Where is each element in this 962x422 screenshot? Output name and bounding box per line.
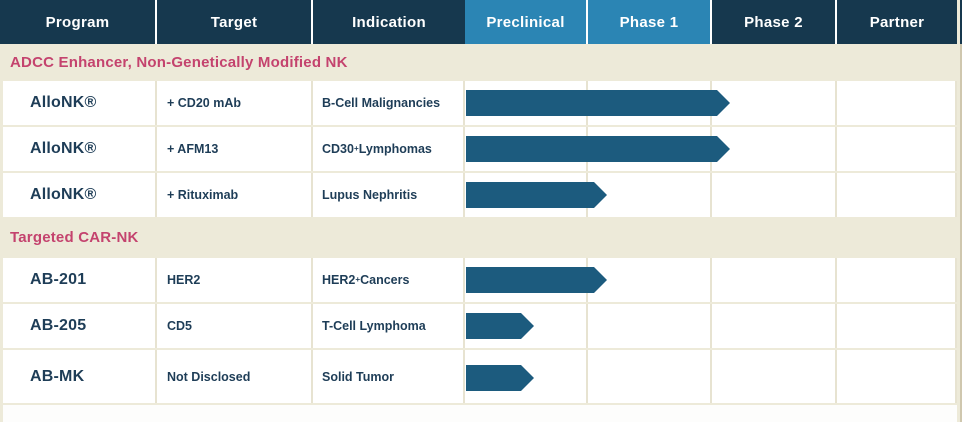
target-name: Not Disclosed	[167, 369, 251, 384]
section-title-text: ADCC Enhancer, Non-Genetically Modified …	[10, 54, 348, 71]
target-cell: CD5	[157, 304, 313, 348]
indication-cell: T-Cell Lymphoma	[313, 304, 465, 348]
program-name: AlloNK®	[30, 186, 97, 203]
target-cell: Not Disclosed	[157, 350, 313, 403]
stage-cell-phase-2	[712, 304, 837, 348]
pipeline-row-allonk-rituximab: AlloNK® + Rituximab Lupus Nephritis	[0, 173, 962, 217]
indication-cell: Lupus Nephritis	[313, 173, 465, 217]
stage-cell-phase-1	[588, 350, 712, 403]
progress-arrow	[466, 182, 607, 208]
target-name: CD5	[167, 319, 193, 333]
right-edge-header-sliver	[960, 0, 962, 44]
program-cell: AB-201	[3, 258, 157, 302]
progress-arrow	[466, 365, 534, 391]
stage-cell-phase-2	[712, 350, 837, 403]
pipeline-row-allonk-cd20: AlloNK® + CD20 mAb B-Cell Malignancies	[0, 81, 962, 125]
table-header-row: Program Target Indication Preclinical Ph…	[0, 0, 962, 44]
stage-cell-phase-2	[712, 173, 837, 217]
program-name: AlloNK®	[30, 94, 97, 111]
stage-cell-phase-2	[712, 258, 837, 302]
program-cell: AlloNK®	[3, 81, 157, 125]
table-footer-strip	[3, 405, 957, 422]
indication-cell: Solid Tumor	[313, 350, 465, 403]
pipeline-row-ab-mk: AB-MK Not Disclosed Solid Tumor	[0, 350, 962, 403]
column-header-phase-2: Phase 2	[712, 0, 837, 44]
section-title-targeted-car-nk: Targeted CAR-NK	[0, 217, 962, 258]
stage-cell-phase-2	[712, 127, 837, 171]
target-name: + AFM13	[167, 142, 219, 156]
indication-cell: B-Cell Malignancies	[313, 81, 465, 125]
indication-cell: CD30 + Lymphomas	[313, 127, 465, 171]
target-name: HER2	[167, 273, 201, 287]
stage-cell-partner	[837, 173, 957, 217]
program-cell: AB-205	[3, 304, 157, 348]
stage-cell-partner	[837, 304, 957, 348]
target-cell: + AFM13	[157, 127, 313, 171]
stage-cell-partner	[837, 350, 957, 403]
section-title-text: Targeted CAR-NK	[10, 229, 139, 246]
indication-name: T-Cell Lymphoma	[322, 319, 426, 333]
target-cell: HER2	[157, 258, 313, 302]
indication-name: Solid Tumor	[322, 369, 394, 384]
stage-cell-phase-1	[588, 258, 712, 302]
program-name: AB-205	[30, 317, 87, 334]
target-name: + Rituximab	[167, 188, 239, 202]
column-header-phase-1: Phase 1	[588, 0, 712, 44]
program-name: AB-201	[30, 271, 87, 288]
column-header-indication: Indication	[313, 0, 465, 44]
program-cell: AB-MK	[3, 350, 157, 403]
stage-cell-partner	[837, 258, 957, 302]
program-name: AlloNK®	[30, 140, 97, 157]
stage-cell-phase-1	[588, 304, 712, 348]
column-header-preclinical: Preclinical	[465, 0, 588, 44]
stage-cell-phase-2	[712, 81, 837, 125]
stage-cell-partner	[837, 81, 957, 125]
program-cell: AlloNK®	[3, 127, 157, 171]
target-name: + CD20 mAb	[167, 96, 241, 110]
progress-arrow	[466, 90, 730, 116]
column-header-program: Program	[0, 0, 157, 44]
indication-name: B-Cell Malignancies	[322, 96, 441, 110]
program-cell: AlloNK®	[3, 173, 157, 217]
indication-name: Lupus Nephritis	[322, 188, 418, 202]
target-cell: + CD20 mAb	[157, 81, 313, 125]
stage-cell-phase-1	[588, 173, 712, 217]
progress-arrow	[466, 267, 607, 293]
program-name: AB-MK	[30, 367, 85, 385]
right-edge-line	[960, 44, 962, 422]
indication-cell: HER2 + Cancers	[313, 258, 465, 302]
column-header-partner: Partner	[837, 0, 957, 44]
progress-arrow	[466, 313, 534, 339]
indication-name: HER2	[322, 273, 356, 287]
pipeline-row-allonk-afm13: AlloNK® + AFM13 CD30 + Lymphomas	[0, 127, 962, 171]
column-header-target: Target	[157, 0, 313, 44]
section-title-adcc-enhancer: ADCC Enhancer, Non-Genetically Modified …	[0, 44, 962, 81]
stage-cell-partner	[837, 127, 957, 171]
progress-arrow	[466, 136, 730, 162]
pipeline-row-ab-205: AB-205 CD5 T-Cell Lymphoma	[0, 304, 962, 348]
pipeline-row-ab-201: AB-201 HER2 HER2 + Cancers	[0, 258, 962, 302]
target-cell: + Rituximab	[157, 173, 313, 217]
indication-name: CD30	[322, 142, 354, 156]
